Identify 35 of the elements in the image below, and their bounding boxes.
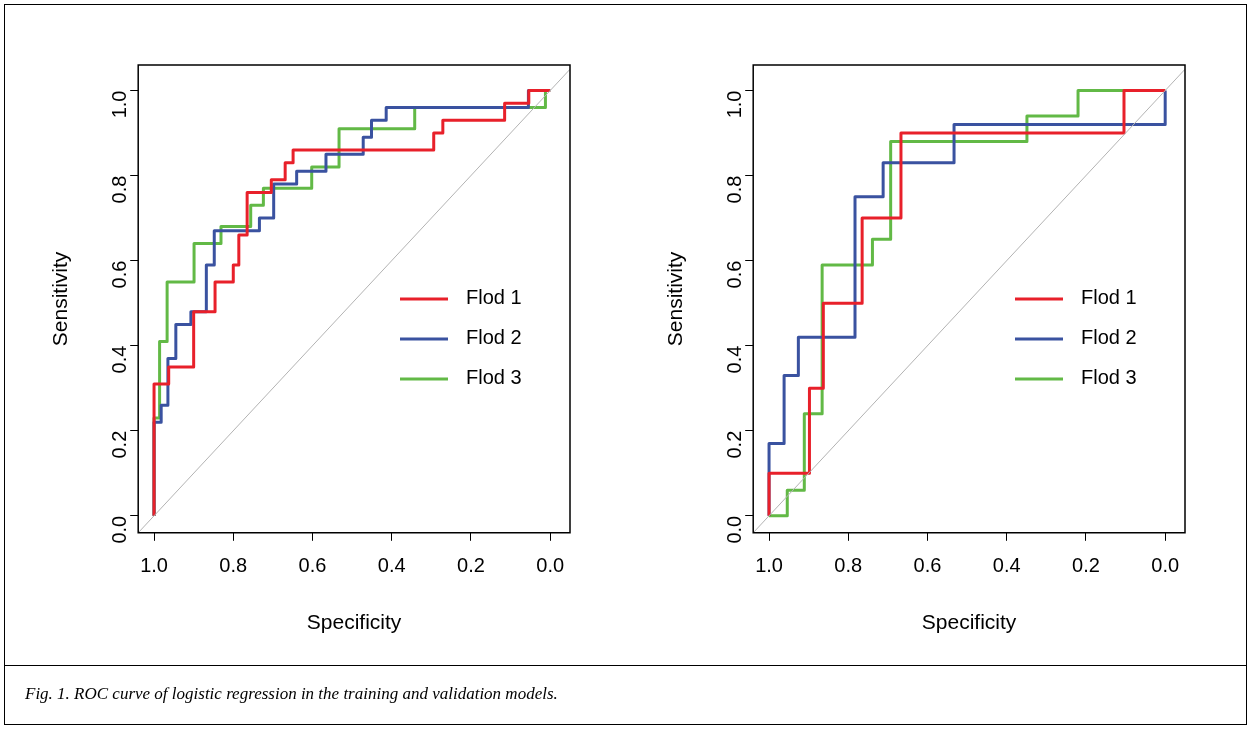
legend-label: Flod 2 [1081,326,1137,349]
x-axis-title: Specificity [306,610,402,634]
x-tick-label: 0.4 [377,554,406,577]
y-tick-label: 0.8 [107,175,130,204]
y-tick-label: 1.0 [722,90,745,119]
y-axis-title: Sensitivity [48,251,72,347]
legend-label: Flod 2 [466,326,522,349]
x-tick-label: 1.0 [755,554,783,577]
legend-label: Flod 3 [1081,366,1137,389]
x-tick-label: 0.6 [298,554,327,577]
caption: Fig. 1. ROC curve of logistic regression in the training and validation models. [25,684,559,704]
legend-label: Flod 3 [466,366,522,389]
x-tick-label: 0.6 [913,554,942,577]
x-axis-title: Specificity [921,610,1017,634]
x-tick-label: 0.2 [457,554,485,577]
y-tick-label: 0.8 [722,175,745,204]
legend-label: Flod 1 [1081,286,1137,309]
x-tick-label: 1.0 [140,554,168,577]
x-tick-label: 0.8 [834,554,863,577]
y-tick-label: 0.6 [722,260,745,289]
y-tick-label: 0.4 [722,345,745,374]
y-tick-label: 0.0 [722,515,745,544]
y-axis-title: Sensitivity [663,251,687,347]
x-tick-label: 0.4 [992,554,1021,577]
x-tick-label: 0.2 [1072,554,1100,577]
x-tick-label: 0.8 [219,554,248,577]
y-tick-label: 0.2 [107,430,130,459]
y-tick-label: 1.0 [107,90,130,119]
y-tick-label: 0.0 [107,515,130,544]
x-tick-label: 0.0 [536,554,565,577]
x-tick-label: 0.0 [1151,554,1180,577]
y-tick-label: 0.6 [107,260,130,289]
legend-label: Flod 1 [466,286,522,309]
y-tick-label: 0.2 [722,430,745,459]
y-tick-label: 0.4 [107,345,130,374]
